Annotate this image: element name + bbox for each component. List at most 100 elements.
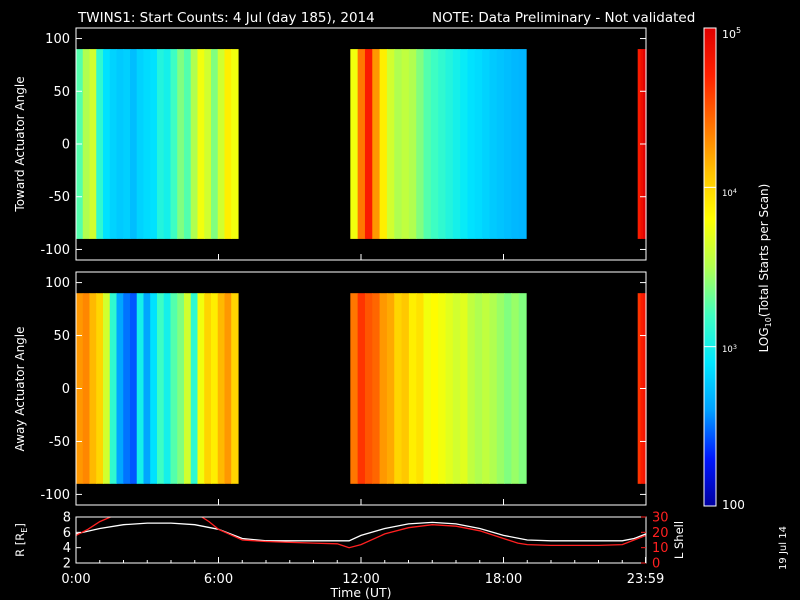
toward-cell: [170, 49, 178, 239]
away-cell: [416, 293, 425, 484]
x-tick-label: 12:00: [342, 572, 379, 587]
colorbar-tick-100: 100: [722, 498, 745, 512]
toward-ytick-label: -50: [49, 190, 70, 205]
toward-cell: [357, 49, 366, 239]
toward-cell: [511, 49, 520, 239]
toward-cell: [150, 49, 158, 239]
colorbar-tick-1e5: 105: [722, 26, 741, 41]
colorbar-ticks: [704, 27, 716, 507]
orbit-left-label: R [RE]: [13, 523, 29, 557]
x-axis-label: Time (UT): [329, 585, 391, 600]
away-panel: 100 50 0 -50 -100 Away Actuator Angle: [13, 271, 647, 506]
x-tick-label: 0:00: [61, 572, 90, 587]
toward-cell: [416, 49, 425, 239]
toward-cell: [136, 49, 145, 239]
away-ytick-label: -50: [49, 435, 70, 450]
toward-cell: [163, 49, 172, 239]
orbit-right-tick-label: 10: [652, 541, 669, 556]
away-cell: [163, 293, 172, 484]
toward-panel: 100 50 0 -50 -100 Toward Actuator Angle: [13, 27, 647, 261]
away-cell: [116, 293, 124, 484]
orbit-left-tick-label: 6: [63, 526, 71, 541]
toward-cell: [129, 49, 138, 239]
away-cell: [224, 293, 232, 484]
away-cell: [231, 293, 239, 484]
away-ytick-label: 50: [53, 329, 70, 344]
away-cell: [96, 293, 104, 484]
orbit-right-tick-label: 20: [652, 526, 669, 541]
toward-cell: [123, 49, 131, 239]
toward-cell: [143, 49, 151, 239]
away-cell: [103, 293, 111, 484]
away-ytick-label: 100: [45, 276, 70, 291]
away-cell: [518, 293, 527, 484]
away-cell: [401, 293, 410, 484]
toward-cell: [438, 49, 447, 239]
toward-cell: [156, 49, 165, 239]
toward-cell: [183, 49, 192, 239]
toward-y-axis: 100 50 0 -50 -100: [40, 32, 647, 260]
toward-cell: [518, 49, 527, 239]
away-y-axis: 100 50 0 -50 -100: [40, 276, 647, 505]
toward-cell: [496, 49, 505, 239]
toward-ytick-label: 50: [53, 85, 70, 100]
toward-cell: [190, 49, 199, 239]
away-cell: [183, 293, 192, 484]
away-cell: [474, 293, 483, 484]
away-cell: [150, 293, 158, 484]
toward-cell: [364, 49, 373, 239]
away-cell: [452, 293, 461, 484]
toward-cell: [350, 49, 359, 239]
away-cell: [156, 293, 165, 484]
toward-cell: [89, 49, 97, 239]
toward-cell: [386, 49, 395, 239]
toward-cell: [177, 49, 185, 239]
away-cell: [423, 293, 432, 484]
away-cell: [511, 293, 520, 484]
toward-cell: [489, 49, 498, 239]
away-cell: [386, 293, 395, 484]
toward-cell: [430, 49, 439, 239]
toward-cell: [423, 49, 432, 239]
away-cell: [504, 293, 513, 484]
toward-cell: [372, 49, 381, 239]
away-cell: [170, 293, 178, 484]
away-cell: [210, 293, 219, 484]
away-y-label: Away Actuator Angle: [13, 326, 27, 451]
toward-cell: [467, 49, 476, 239]
toward-cell: [224, 49, 232, 239]
toward-cell: [82, 49, 91, 239]
away-cell: [445, 293, 454, 484]
colorbar-tick-1e3: 103: [722, 343, 737, 355]
orbit-left-tick-label: 4: [63, 541, 71, 556]
l-shell-line: [76, 517, 646, 549]
away-cell: [204, 293, 212, 484]
toward-cell: [103, 49, 111, 239]
away-cell: [460, 293, 469, 484]
toward-cell: [379, 49, 388, 239]
colorbar-label: LOG10(Total Starts per Scan): [757, 184, 773, 353]
date-stamp: 19 Jul 14: [778, 526, 789, 570]
orbit-right-tick-label: 0: [652, 557, 660, 572]
toward-cell: [96, 49, 104, 239]
toward-cell: [197, 49, 205, 239]
toward-cell: [460, 49, 469, 239]
toward-ytick-label: -100: [40, 243, 70, 258]
colorbar-gradient: [704, 28, 716, 506]
orbit-right-tick-label: 30: [652, 511, 669, 526]
away-cell: [109, 293, 118, 484]
x-tick-label: 6:00: [204, 572, 233, 587]
away-cell: [136, 293, 145, 484]
toward-cell: [408, 49, 417, 239]
away-cell: [467, 293, 476, 484]
away-cell: [89, 293, 97, 484]
away-cell: [350, 293, 359, 484]
colorbar-tick-1e4: 104: [722, 187, 737, 199]
toward-cell: [452, 49, 461, 239]
toward-cell: [445, 49, 454, 239]
away-cell: [123, 293, 131, 484]
toward-cell: [109, 49, 118, 239]
toward-cell: [474, 49, 483, 239]
